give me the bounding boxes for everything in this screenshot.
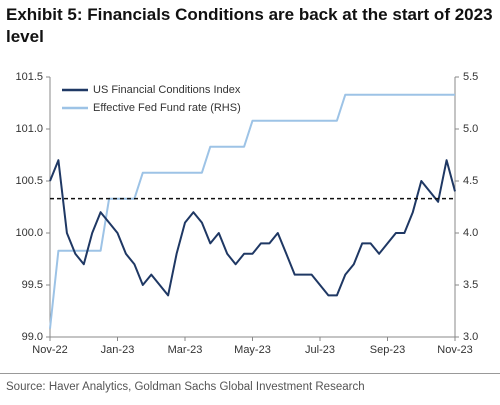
x-tick-label: May-23 <box>234 344 271 356</box>
y2-tick-label: 4.0 <box>463 227 478 239</box>
y2-tick-label: 4.5 <box>463 175 478 187</box>
series-line <box>49 93 455 329</box>
legend-label: US Financial Conditions Index <box>93 84 241 96</box>
x-tick-label: Nov-23 <box>437 344 472 356</box>
x-tick-label: Mar-23 <box>168 344 203 356</box>
y-tick-label: 99.5 <box>22 279 43 291</box>
y2-tick-label: 3.5 <box>463 279 478 291</box>
y2-tick-label: 5.5 <box>463 71 478 83</box>
y-tick-label: 101.5 <box>15 71 43 83</box>
legend-label: Effective Fed Fund rate (RHS) <box>93 102 241 114</box>
chart: 99.0 99.5 100.0 100.5 101.0 101.5 3.0 3.5 4.0 4.5… <box>15 71 478 356</box>
source-note: Source: Haver Analytics, Goldman Sachs G… <box>6 381 365 393</box>
y-tick-label: 101.0 <box>15 123 43 135</box>
y-tick-label: 100.5 <box>15 175 43 187</box>
y2-tick-label: 3.0 <box>463 331 478 343</box>
y2-tick-label: 5.0 <box>463 123 478 135</box>
x-tick-label: Jan-23 <box>101 344 135 356</box>
x-tick-label: Jul-23 <box>305 344 335 356</box>
x-tick-label: Sep-23 <box>370 344 405 356</box>
series-line <box>49 159 456 297</box>
x-tick-label: Nov-22 <box>32 344 67 356</box>
separator <box>0 373 500 374</box>
y-tick-label: 99.0 <box>22 331 43 343</box>
y-tick-label: 100.0 <box>15 227 43 239</box>
chart-title: Exhibit 5: Financials Conditions are bac… <box>6 5 493 46</box>
